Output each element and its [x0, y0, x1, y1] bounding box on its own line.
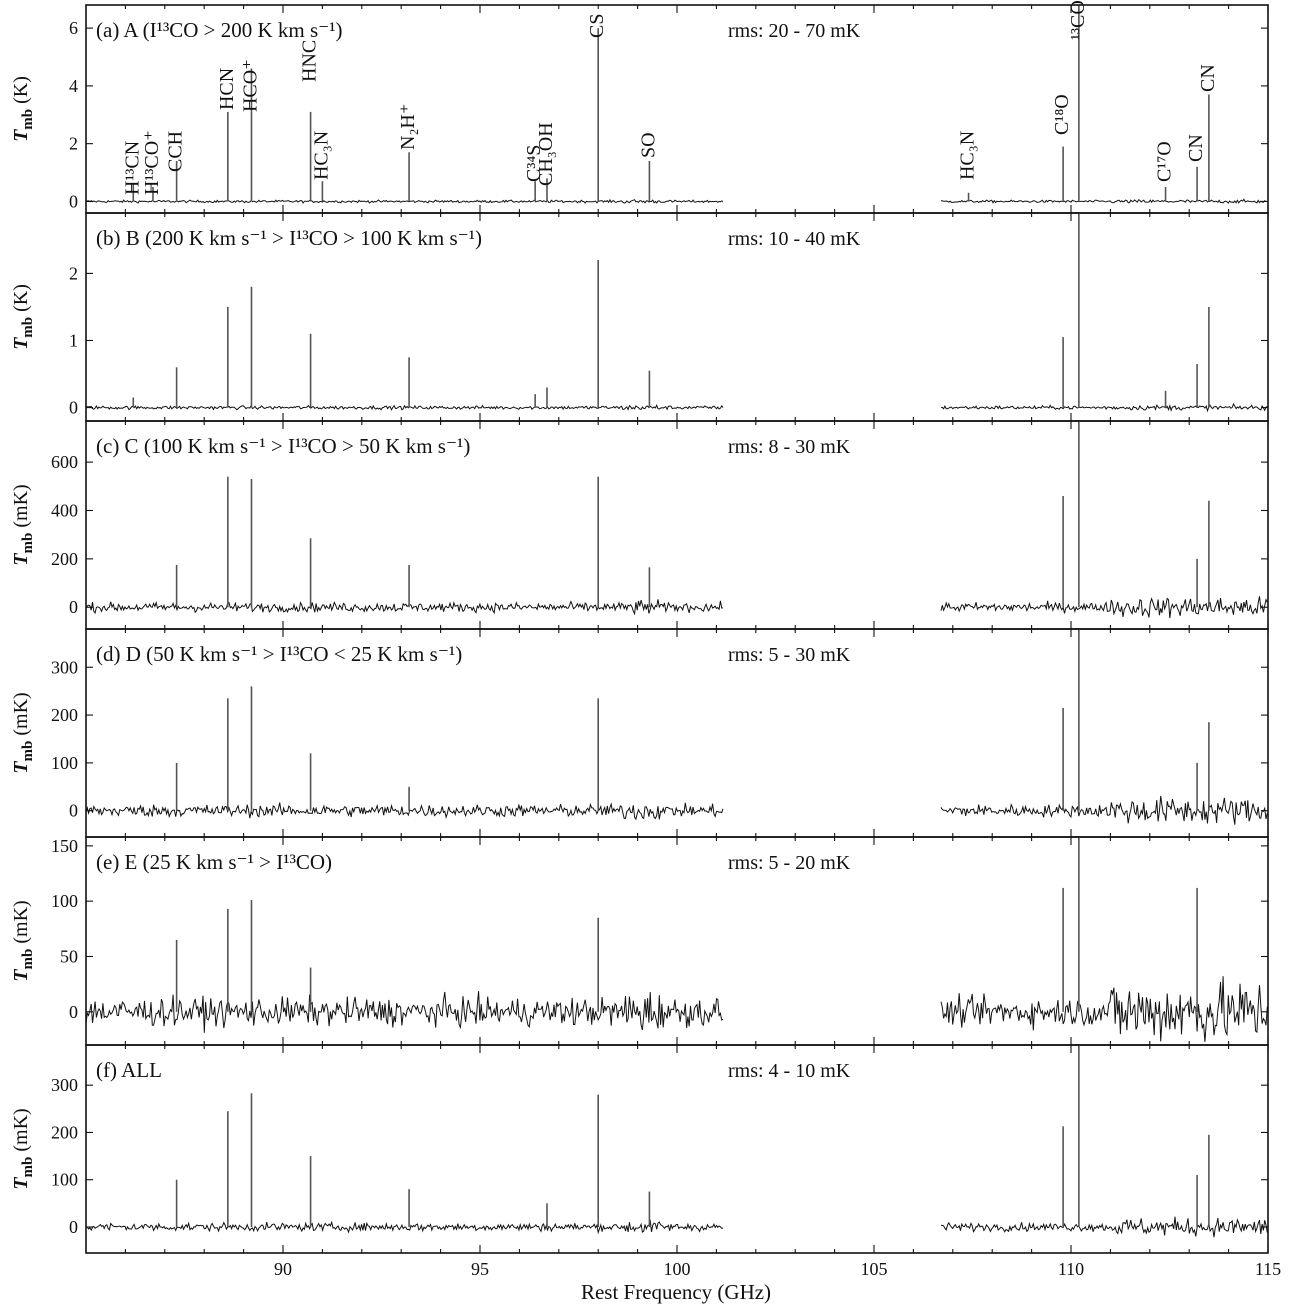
y-tick-label: 100	[51, 753, 78, 773]
panel-title: (c) C (100 K km s⁻¹ > I¹³CO > 50 K km s⁻…	[96, 434, 470, 458]
molecule-label: CS	[586, 14, 608, 38]
molecule-label: H¹³CN	[121, 141, 143, 195]
spectrum-trace-1	[85, 599, 723, 616]
y-tick-label: 1	[69, 330, 78, 350]
panel-a: 0 2 4 6 (a) A (I¹³CO > 200 K km s⁻¹) rms: 20 …	[10, 4, 1269, 214]
y-axis-label: Tmb (mK)	[10, 1108, 36, 1189]
molecule-label: HCN	[216, 68, 238, 110]
molecule-label: N₂H⁺	[397, 104, 419, 150]
y-tick-label: 200	[51, 1122, 78, 1142]
molecule-label: CN	[1185, 134, 1207, 162]
spectrum-trace-1	[85, 404, 724, 411]
rms-label: rms: 4 - 10 mK	[728, 1060, 851, 1082]
molecule-label: C¹⁷O	[1154, 141, 1176, 182]
y-tick-label: 2	[69, 134, 78, 154]
molecule-label: C³⁴S	[523, 145, 545, 182]
panel-title: (b) B (200 K km s⁻¹ > I¹³CO > 100 K km s…	[96, 226, 482, 250]
y-tick-label: 400	[51, 500, 78, 520]
y-axis-label: Tmb (mK)	[10, 900, 36, 981]
rms-label: rms: 5 - 30 mK	[728, 644, 851, 666]
y-tick-label: 600	[51, 452, 78, 472]
spectrum-trace-2	[940, 976, 1268, 1042]
x-tick-label: 115	[1255, 1259, 1281, 1279]
panel-title: (d) D (50 K km s⁻¹ > I¹³CO < 25 K km s⁻¹…	[96, 642, 462, 666]
panel-frame	[85, 1044, 1269, 1254]
panel-title: (f) ALL	[96, 1058, 162, 1082]
molecule-label: HC₃N	[310, 131, 332, 180]
molecule-label: ¹³CO	[1067, 0, 1089, 40]
y-axis-label: Tmb (K)	[10, 284, 36, 350]
y-tick-label: 4	[69, 76, 78, 96]
y-axis-label: Tmb (K)	[10, 76, 36, 142]
spectrum-trace-1	[85, 198, 724, 204]
spectrum-trace-2	[940, 795, 1268, 825]
molecule-label: CCH	[165, 131, 187, 172]
x-tick-label: 90	[274, 1259, 292, 1279]
x-tick-label: 110	[1058, 1259, 1084, 1279]
x-tick-label: 105	[861, 1259, 888, 1279]
y-tick-label: 0	[69, 398, 78, 418]
rms-label: rms: 20 - 70 mK	[728, 20, 861, 42]
molecule-label: HNC	[299, 40, 321, 82]
molecule-label: SO	[637, 132, 659, 158]
panels: 0 2 4 6 (a) A (I¹³CO > 200 K km s⁻¹) rms: 20 …	[10, 4, 1281, 1279]
panel-e: 0 50 100 150 (e) E (25 K km s⁻¹ > I¹³CO) rms:…	[10, 836, 1269, 1046]
y-tick-label: 200	[51, 549, 78, 569]
molecule-label: CH₃OH	[535, 122, 557, 186]
spectrum-trace-1	[85, 1219, 724, 1235]
panel-d: 0 100 200 300 (d) D (50 K km s⁻¹ > I¹³CO < 2…	[10, 628, 1269, 838]
panel-c: 0 200 400 600 (c) C (100 K km s⁻¹ > I¹³CO > …	[10, 420, 1269, 630]
y-tick-label: 150	[51, 836, 78, 856]
spectrum-trace-2	[940, 596, 1268, 619]
panel-title: (a) A (I¹³CO > 200 K km s⁻¹)	[96, 18, 343, 42]
panel-title: (e) E (25 K km s⁻¹ > I¹³CO)	[96, 850, 332, 874]
rms-label: rms: 8 - 30 mK	[728, 436, 851, 458]
y-tick-label: 0	[69, 1002, 78, 1022]
y-tick-label: 50	[60, 946, 78, 966]
spectrum-trace-2	[940, 1216, 1268, 1238]
y-tick-label: 100	[51, 1170, 78, 1190]
y-tick-label: 6	[69, 18, 78, 38]
y-tick-label: 0	[69, 191, 78, 211]
y-tick-label: 300	[51, 657, 78, 677]
y-tick-label: 2	[69, 263, 78, 283]
y-tick-label: 300	[51, 1075, 78, 1095]
y-tick-label: 0	[69, 1217, 78, 1237]
molecule-label: HCO⁺	[239, 59, 261, 112]
panel-b: 0 1 2 (b) B (200 K km s⁻¹ > I¹³CO > 100 K k…	[10, 212, 1269, 422]
molecule-label: HC₃N	[957, 131, 979, 180]
spectrum-trace-1	[85, 802, 724, 821]
y-tick-label: 0	[69, 801, 78, 821]
x-tick-label: 100	[664, 1259, 691, 1279]
molecule-label: C¹⁸O	[1051, 94, 1073, 135]
y-axis-label: Tmb (mK)	[10, 484, 36, 565]
molecule-label: CN	[1197, 64, 1219, 92]
molecule-label: H¹³CO⁺	[141, 130, 163, 195]
x-axis-label: Rest Frequency (GHz)	[581, 1280, 771, 1304]
spectrum-trace-1	[85, 991, 724, 1033]
rms-label: rms: 5 - 20 mK	[728, 852, 851, 874]
y-tick-label: 0	[69, 597, 78, 617]
rms-label: rms: 10 - 40 mK	[728, 228, 861, 250]
panel-f: 0 100 200 300 (f) ALL rms: 4 - 10 mK Tmb (mK)	[10, 1044, 1269, 1254]
y-tick-label: 200	[51, 705, 78, 725]
x-tick-label: 95	[471, 1259, 489, 1279]
spectrum-trace-2	[940, 402, 1268, 413]
y-tick-label: 100	[51, 891, 78, 911]
spectrum-trace-2	[941, 198, 1268, 204]
y-axis-label: Tmb (mK)	[10, 692, 36, 773]
